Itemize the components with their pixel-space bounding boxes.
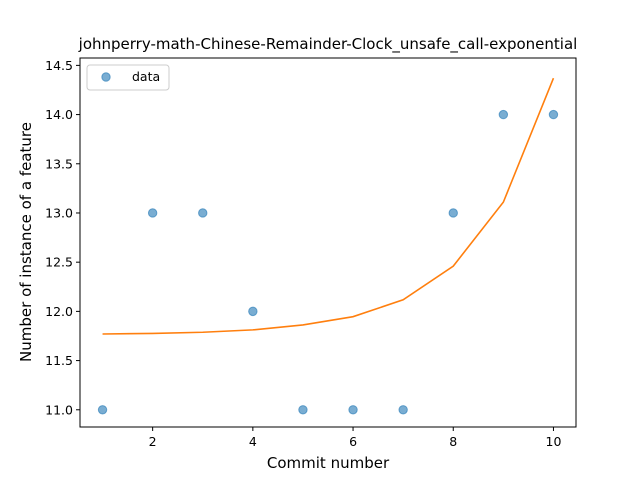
- data-point: [248, 306, 258, 317]
- data-point: [198, 208, 208, 218]
- y-tick-label: 12.0: [45, 304, 73, 319]
- axes-frame: [79, 57, 577, 428]
- y-tick-label: 12.5: [45, 255, 73, 270]
- plot-area: [97, 77, 559, 415]
- legend-marker-data: [101, 72, 111, 82]
- data-point: [348, 405, 358, 415]
- chart-title: johnperry-math-Chinese-Remainder-Clock_u…: [78, 35, 578, 54]
- fit-line: [102, 77, 555, 335]
- data-point: [97, 405, 108, 415]
- legend-box: [86, 64, 170, 91]
- y-tick-label: 13.0: [45, 205, 73, 220]
- data-point: [448, 208, 458, 218]
- y-tick-label: 14.5: [45, 58, 73, 73]
- x-axis: 2 4 6 8 10: [149, 427, 562, 449]
- x-tick-label: 4: [249, 434, 257, 449]
- y-tick-label: 14.0: [45, 107, 73, 122]
- legend-label-data: data: [132, 69, 160, 84]
- x-tick-label: 10: [546, 434, 562, 449]
- data-point: [498, 109, 509, 120]
- x-tick-label: 6: [349, 434, 357, 449]
- y-tick-label: 13.5: [45, 156, 73, 171]
- y-tick-label: 11.0: [45, 402, 73, 417]
- legend: data: [86, 64, 170, 91]
- data-point: [548, 109, 559, 120]
- y-tick-label: 11.5: [45, 353, 73, 368]
- x-tick-label: 8: [449, 434, 457, 449]
- x-axis-label: Commit number: [267, 454, 390, 472]
- y-axis-label: Number of instance of a feature: [17, 122, 35, 362]
- data-point: [398, 405, 408, 415]
- data-point: [147, 208, 158, 218]
- x-tick-label: 2: [149, 434, 157, 449]
- y-axis: 11.0 11.5 12.0 12.5 13.0 13.5 14.0 14.5: [45, 58, 80, 417]
- data-point: [298, 405, 308, 415]
